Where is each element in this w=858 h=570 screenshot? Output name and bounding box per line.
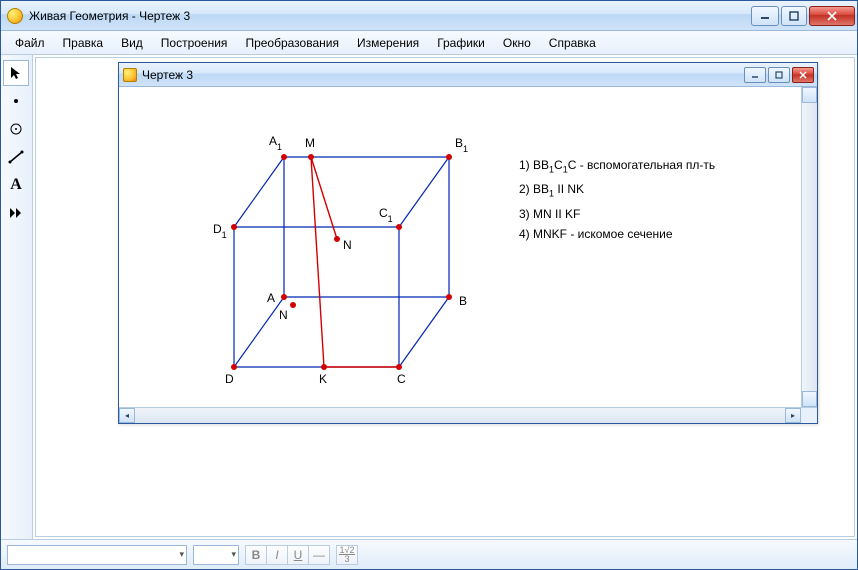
main-titlebar[interactable]: Живая Геометрия - Чертеж 3 — [1, 1, 857, 31]
menu-item-8[interactable]: Справка — [541, 33, 604, 53]
svg-text:D: D — [225, 372, 234, 386]
child-window: Чертеж 3 A1MB1C1D1NANBDKC 1) BB1C1C - вс… — [118, 62, 818, 424]
svg-text:B1: B1 — [455, 136, 468, 154]
svg-text:B: B — [459, 294, 467, 308]
menu-item-6[interactable]: Графики — [429, 33, 493, 53]
arrow-tool[interactable] — [3, 60, 29, 86]
play-tool[interactable] — [3, 200, 29, 226]
main-window: Живая Геометрия - Чертеж 3 ФайлПравкаВид… — [0, 0, 858, 570]
vertical-toolbar: A — [1, 55, 33, 539]
svg-text:C1: C1 — [379, 206, 393, 224]
line-tool[interactable] — [3, 144, 29, 170]
svg-text:A1: A1 — [269, 134, 282, 152]
note-line-1: 2) BB1 II NK — [519, 179, 715, 203]
child-maximize-button[interactable] — [768, 67, 790, 83]
svg-text:N: N — [279, 308, 288, 322]
child-app-icon — [123, 68, 137, 82]
app-title: Живая Геометрия - Чертеж 3 — [29, 9, 749, 23]
scroll-right-button[interactable]: ▸ — [785, 408, 801, 423]
menu-item-4[interactable]: Преобразования — [237, 33, 347, 53]
horizontal-scrollbar[interactable]: ◂ ▸ — [119, 407, 817, 423]
window-controls — [749, 6, 855, 26]
child-titlebar[interactable]: Чертеж 3 — [119, 63, 817, 87]
scroll-left-button[interactable]: ◂ — [119, 408, 135, 423]
note-line-3: 4) MNKF - искомое сечение — [519, 224, 715, 244]
mdi-area: Чертеж 3 A1MB1C1D1NANBDKC 1) BB1C1C - вс… — [35, 57, 855, 537]
maximize-button[interactable] — [781, 6, 807, 26]
fraction-button[interactable]: 1√23 — [336, 545, 358, 565]
statusbar: ▾ ▾ B I U — 1√23 — [1, 539, 857, 569]
svg-text:A: A — [267, 291, 275, 305]
menu-item-7[interactable]: Окно — [495, 33, 539, 53]
format-extra-button[interactable]: — — [308, 545, 330, 565]
svg-text:K: K — [319, 372, 327, 386]
svg-text:M: M — [305, 136, 315, 150]
child-content: A1MB1C1D1NANBDKC 1) BB1C1C - вспомогател… — [119, 87, 817, 407]
point-tool[interactable] — [3, 88, 29, 114]
annotation-text: 1) BB1C1C - вспомогательная пл-ть2) BB1 … — [519, 155, 715, 244]
hscroll-track[interactable] — [135, 408, 785, 423]
child-window-controls — [744, 67, 814, 83]
minimize-button[interactable] — [751, 6, 779, 26]
font-selector[interactable]: ▾ — [7, 545, 187, 565]
child-minimize-button[interactable] — [744, 67, 766, 83]
menubar: ФайлПравкаВидПостроенияПреобразованияИзм… — [1, 31, 857, 55]
menu-item-2[interactable]: Вид — [113, 33, 151, 53]
text-tool[interactable]: A — [3, 172, 29, 198]
note-line-0: 1) BB1C1C - вспомогательная пл-ть — [519, 155, 715, 179]
app-icon — [7, 8, 23, 24]
drawing-canvas[interactable]: A1MB1C1D1NANBDKC 1) BB1C1C - вспомогател… — [119, 87, 801, 407]
underline-button[interactable]: U — [287, 545, 309, 565]
math-buttons: 1√23 — [336, 545, 358, 565]
menu-item-3[interactable]: Построения — [153, 33, 236, 53]
circle-tool[interactable] — [3, 116, 29, 142]
child-close-button[interactable] — [792, 67, 814, 83]
svg-text:N: N — [343, 238, 352, 252]
menu-item-5[interactable]: Измерения — [349, 33, 427, 53]
format-buttons: B I U — — [245, 545, 330, 565]
note-line-2: 3) MN II KF — [519, 204, 715, 224]
child-title: Чертеж 3 — [142, 68, 744, 82]
close-button[interactable] — [809, 6, 855, 26]
vertical-scrollbar[interactable] — [801, 87, 817, 407]
size-selector[interactable]: ▾ — [193, 545, 239, 565]
scroll-corner — [801, 408, 817, 423]
svg-text:C: C — [397, 372, 406, 386]
svg-text:D1: D1 — [213, 222, 227, 240]
workspace: A Чертеж 3 A1MB1C1D1NANBDKC — [1, 55, 857, 539]
menu-item-1[interactable]: Правка — [55, 33, 112, 53]
italic-button[interactable]: I — [266, 545, 288, 565]
menu-item-0[interactable]: Файл — [7, 33, 53, 53]
bold-button[interactable]: B — [245, 545, 267, 565]
